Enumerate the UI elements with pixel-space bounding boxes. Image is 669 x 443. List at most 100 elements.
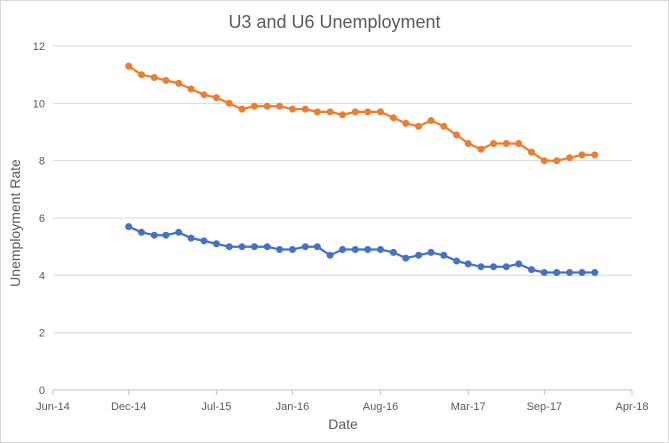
data-point [263, 102, 271, 110]
data-point [263, 243, 271, 251]
y-tick-label: 10 [33, 98, 45, 110]
data-point [150, 231, 158, 239]
data-point [187, 234, 195, 242]
x-tick-label: Jul-15 [201, 401, 231, 413]
data-point [591, 268, 599, 276]
data-point [288, 105, 296, 113]
data-point [187, 85, 195, 93]
data-point [464, 260, 472, 268]
y-tick-label: 12 [33, 41, 45, 53]
data-point [578, 268, 586, 276]
data-point [440, 122, 448, 130]
series-line-0 [128, 225, 595, 274]
data-point [527, 266, 535, 274]
x-tick-label: Aug-16 [363, 401, 398, 413]
grid-lines [53, 45, 632, 334]
data-point [578, 151, 586, 159]
series-line-1 [128, 65, 595, 162]
data-point [338, 111, 346, 119]
data-point [313, 243, 321, 251]
x-axis-title: Date [328, 416, 358, 432]
data-point [477, 263, 485, 271]
data-point [527, 148, 535, 156]
data-point [415, 251, 423, 259]
data-point [540, 157, 548, 165]
x-tick-label: Jun-14 [36, 401, 70, 413]
data-point [489, 263, 497, 271]
axes: 0 2 4 6 8 10 12 Jun-14 Dec-14 Jul-15 Jan-16 Aug-16 M… [33, 41, 649, 413]
data-point [212, 240, 220, 248]
data-point [276, 246, 284, 254]
data-point [250, 243, 258, 251]
data-point [225, 99, 233, 107]
data-point [566, 268, 574, 276]
data-point [489, 140, 497, 148]
y-tick-label: 2 [39, 328, 45, 340]
data-point [464, 140, 472, 148]
data-point [515, 260, 523, 268]
data-point [162, 76, 170, 84]
data-point [502, 263, 510, 271]
data-point [402, 254, 410, 262]
x-tick-label: Apr-18 [615, 401, 648, 413]
data-point [515, 140, 523, 148]
data-point [427, 248, 435, 256]
x-tick-label: Mar-17 [451, 401, 486, 413]
x-tick-label: Sep-17 [527, 401, 562, 413]
data-point [313, 108, 321, 116]
data-point [502, 140, 510, 148]
data-point [200, 237, 208, 245]
data-point [138, 71, 146, 79]
data-point [453, 257, 461, 265]
data-point [415, 122, 423, 130]
data-point [200, 91, 208, 99]
data-point [389, 248, 397, 256]
data-point [553, 268, 561, 276]
data-point [175, 228, 183, 236]
data-point [453, 131, 461, 139]
data-point [238, 105, 246, 113]
y-tick-label: 6 [39, 213, 45, 225]
data-point [540, 268, 548, 276]
y-tick-label: 4 [39, 270, 45, 282]
data-point [125, 62, 133, 70]
data-point [175, 79, 183, 87]
data-point [326, 108, 334, 116]
data-point [440, 251, 448, 259]
data-point [351, 246, 359, 254]
chart-title: U3 and U6 Unemployment [228, 12, 441, 32]
series-layer [125, 62, 599, 276]
data-point [427, 117, 435, 125]
data-point [351, 108, 359, 116]
data-point [591, 151, 599, 159]
data-point [138, 228, 146, 236]
data-point [326, 251, 334, 259]
data-point [364, 108, 372, 116]
data-point [162, 231, 170, 239]
data-point [150, 74, 158, 82]
data-point [376, 108, 384, 116]
data-point [376, 246, 384, 254]
data-point [389, 114, 397, 122]
y-tick-label: 0 [39, 385, 45, 397]
data-point [276, 102, 284, 110]
data-point [288, 246, 296, 254]
data-point [225, 243, 233, 251]
data-point [566, 154, 574, 162]
data-point [238, 243, 246, 251]
data-point [477, 145, 485, 153]
data-point [125, 223, 133, 231]
x-tick-label: Dec-14 [111, 401, 146, 413]
data-point [212, 94, 220, 102]
y-tick-label: 8 [39, 156, 45, 168]
data-point [402, 119, 410, 127]
y-axis-title: Unemployment Rate [7, 159, 23, 287]
data-point [338, 246, 346, 254]
data-point [553, 157, 561, 165]
x-tick-label: Jan-16 [276, 401, 310, 413]
data-point [250, 102, 258, 110]
data-point [301, 105, 309, 113]
data-point [364, 246, 372, 254]
